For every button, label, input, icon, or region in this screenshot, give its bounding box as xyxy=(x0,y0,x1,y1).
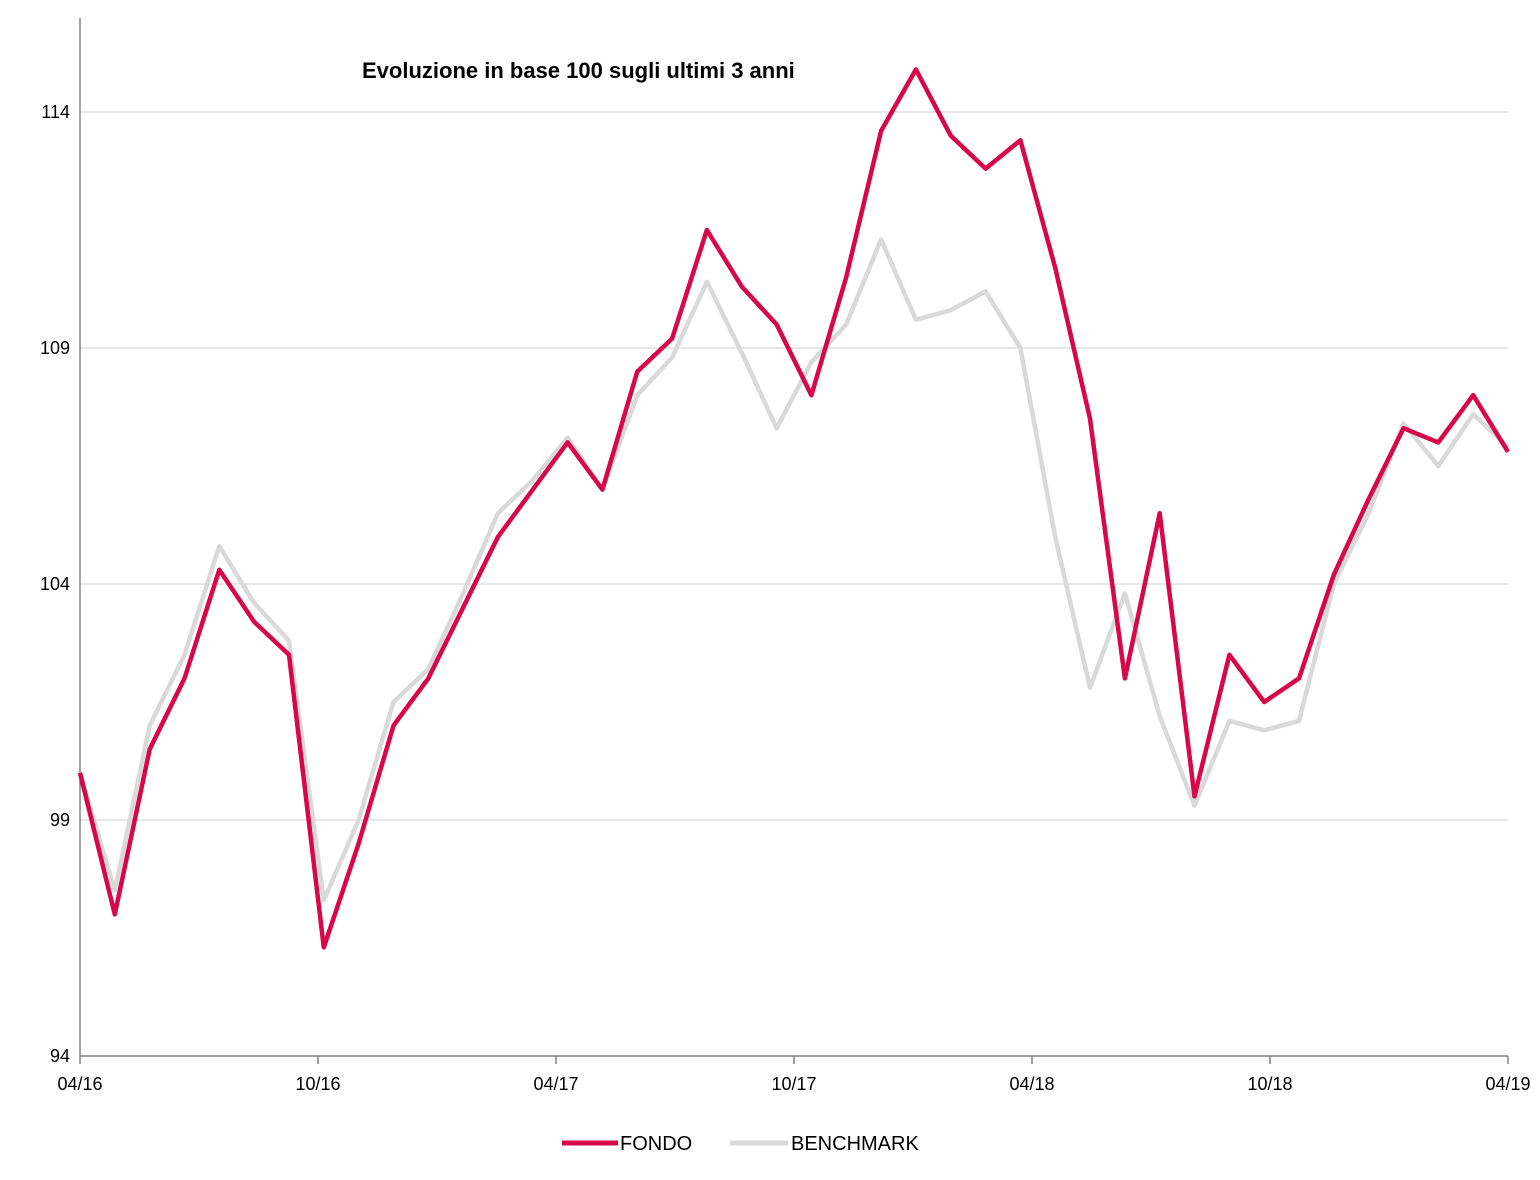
x-tick-label: 10/16 xyxy=(295,1074,340,1094)
legend: FONDO BENCHMARK xyxy=(562,1133,919,1155)
y-tick-labels: 94 99 104 109 114 xyxy=(40,102,70,1066)
y-tick-label: 114 xyxy=(41,102,70,122)
x-tick-label: 04/16 xyxy=(57,1074,102,1094)
x-tick-labels: 04/16 10/16 04/17 10/17 04/18 10/18 04/19 xyxy=(57,1056,1531,1094)
x-tick-label: 04/17 xyxy=(533,1074,578,1094)
series-line-fondo xyxy=(77,67,1510,950)
x-tick-label: 04/18 xyxy=(1009,1074,1054,1094)
y-tick-label: 109 xyxy=(40,338,70,358)
y-tick-label: 99 xyxy=(50,810,70,830)
y-tick-label: 104 xyxy=(40,574,70,594)
x-tick-label: 04/19 xyxy=(1485,1074,1530,1094)
legend-label-benchmark: BENCHMARK xyxy=(791,1133,919,1155)
x-tick-label: 10/17 xyxy=(771,1074,816,1094)
gridlines xyxy=(80,111,1508,821)
chart-title: Evoluzione in base 100 sugli ultimi 3 an… xyxy=(362,58,795,83)
legend-label-fondo: FONDO xyxy=(620,1133,692,1155)
y-tick-label: 94 xyxy=(50,1046,70,1066)
series-lines xyxy=(77,67,1510,950)
series-line-benchmark xyxy=(77,237,1510,903)
x-tick-label: 10/18 xyxy=(1247,1074,1292,1094)
